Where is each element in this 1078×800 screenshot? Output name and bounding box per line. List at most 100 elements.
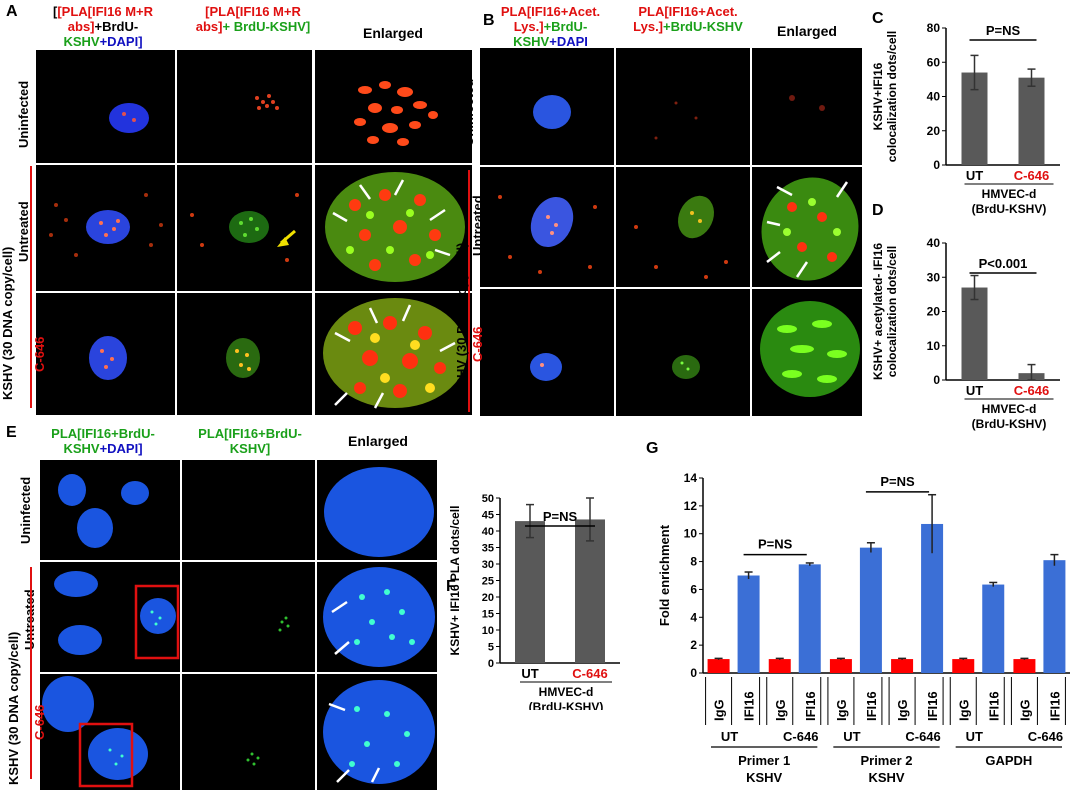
category-label: C-646 xyxy=(572,666,607,681)
category-label: C-646 xyxy=(1014,383,1049,398)
y-tick-label: 80 xyxy=(927,21,941,35)
bar-label: IFI16 xyxy=(864,691,879,721)
e-uninfected-enlarged xyxy=(317,460,437,560)
a-untreated-merge xyxy=(36,165,175,291)
primer-label: Primer 1 xyxy=(738,753,790,768)
y-tick-label: 50 xyxy=(482,493,494,505)
e-untreated-enlarged xyxy=(317,562,437,672)
category-label: UT xyxy=(521,666,538,681)
group-label: HMVEC-d xyxy=(982,402,1037,416)
y-tick-label: 14 xyxy=(684,471,698,485)
chart-g: 0 2 4 6 8 10 12 14 Fold enrichment IgG IFI16 UT IgG I… xyxy=(657,471,1070,785)
primer-label: GAPDH xyxy=(985,753,1032,768)
y-tick-label: 10 xyxy=(684,527,698,541)
e-red-bracket xyxy=(30,567,32,779)
b-col3-header: Enlarged xyxy=(777,23,837,39)
b-red-bracket xyxy=(468,170,470,412)
y-tick-label: 40 xyxy=(927,236,941,250)
chart-c: 0 20 40 60 80 KSHV+IFI16 colocalization dots/c… xyxy=(871,21,1060,216)
a-c646-enlarged xyxy=(315,293,472,415)
b-uninfected-enlarged xyxy=(752,48,862,165)
y-tick-label: 0 xyxy=(690,666,697,680)
bar-label: IgG xyxy=(773,699,788,721)
primer-label: Primer 2 xyxy=(860,753,912,768)
panel-letter-e: E xyxy=(6,424,17,441)
bar xyxy=(1043,560,1066,673)
y-tick-label: 5 xyxy=(488,642,494,654)
bar xyxy=(798,564,821,673)
bar-label: IFI16 xyxy=(925,691,940,721)
a-c646-pla xyxy=(177,293,312,415)
y-tick-label: 12 xyxy=(684,499,698,513)
e-untreated-pla xyxy=(182,562,315,672)
group-label: HMVEC-d xyxy=(539,685,594,699)
y-tick-label: 20 xyxy=(482,592,494,604)
y-axis-label: KSHV+ IFI16 PLA dots/cell xyxy=(448,506,462,656)
bar-label: IFI16 xyxy=(742,691,757,721)
panel-letter-g: G xyxy=(646,440,659,457)
a-untreated-pla xyxy=(177,165,312,291)
e-col2-header: PLA[IFI16+BrdU- KSHV] xyxy=(198,426,302,456)
a-red-bracket xyxy=(30,166,32,408)
e-col3-header: Enlarged xyxy=(348,433,408,449)
treatment-label: UT xyxy=(966,729,983,744)
a-c646-merge xyxy=(36,293,175,415)
bar xyxy=(829,659,852,673)
y-tick-label: 45 xyxy=(482,510,494,522)
y-tick-label: 10 xyxy=(482,625,494,637)
bar xyxy=(982,584,1005,673)
significance-label: P=NS xyxy=(986,23,1021,38)
bar xyxy=(1018,77,1045,165)
b-c646-merge xyxy=(480,289,614,416)
y-tick-label: 6 xyxy=(690,582,697,596)
y-tick-label: 20 xyxy=(927,305,941,319)
y-tick-label: 8 xyxy=(690,555,697,569)
e-c646-pla xyxy=(182,674,315,790)
bar-label: IgG xyxy=(834,699,849,721)
group-label: (BrdU-KSHV) xyxy=(529,700,604,710)
panel-letter-b: B xyxy=(483,12,495,29)
y-axis-label: KSHV+ acetylated- IFI16 xyxy=(871,243,885,380)
y-tick-label: 40 xyxy=(927,90,941,104)
b-uninfected-merge xyxy=(480,48,614,165)
panel-letter-f: F xyxy=(446,578,456,595)
y-tick-label: 25 xyxy=(482,576,494,588)
y-tick-label: 35 xyxy=(482,543,494,555)
bar xyxy=(515,521,545,663)
b-row-untreated: Untreated xyxy=(470,195,485,256)
y-tick-label: 0 xyxy=(933,373,940,387)
e-untreated-merge xyxy=(40,562,180,672)
bar xyxy=(575,519,605,663)
bar-label: IgG xyxy=(895,699,910,721)
a-untreated-enlarged xyxy=(315,165,472,291)
b-c646-pla xyxy=(616,289,750,416)
a-uninfected-pla xyxy=(177,50,312,163)
y-tick-label: 10 xyxy=(927,339,941,353)
significance-label: P=NS xyxy=(543,509,578,524)
b-row-kshv: KSHV (30 DNA copy/cell) xyxy=(454,242,469,396)
y-tick-label: 30 xyxy=(482,559,494,571)
y-axis-label: Fold enrichment xyxy=(657,524,672,626)
group-label: (BrdU-KSHV) xyxy=(972,202,1047,216)
treatment-label: C-646 xyxy=(783,729,818,744)
b-untreated-enlarged xyxy=(752,167,862,287)
bar xyxy=(952,659,975,673)
bar xyxy=(961,287,988,380)
treatment-label: UT xyxy=(843,729,860,744)
primer-label: KSHV xyxy=(868,770,904,785)
panel-letter-d: D xyxy=(872,202,884,219)
y-tick-label: 4 xyxy=(690,610,697,624)
bar-label: IgG xyxy=(712,699,727,721)
y-tick-label: 30 xyxy=(927,270,941,284)
bar-label: IgG xyxy=(1017,699,1032,721)
category-label: UT xyxy=(966,383,983,398)
b-uninfected-pla xyxy=(616,48,750,165)
category-label: UT xyxy=(966,168,983,183)
b-untreated-pla xyxy=(616,167,750,287)
category-label: C-646 xyxy=(1014,168,1049,183)
a-col3-header: Enlarged xyxy=(363,25,423,41)
e-col1-header: PLA[IFI16+BrdU- KSHV+DAPI] xyxy=(51,426,155,456)
y-tick-label: 40 xyxy=(482,526,494,538)
y-tick-label: 2 xyxy=(690,638,697,652)
bar xyxy=(1013,659,1036,673)
